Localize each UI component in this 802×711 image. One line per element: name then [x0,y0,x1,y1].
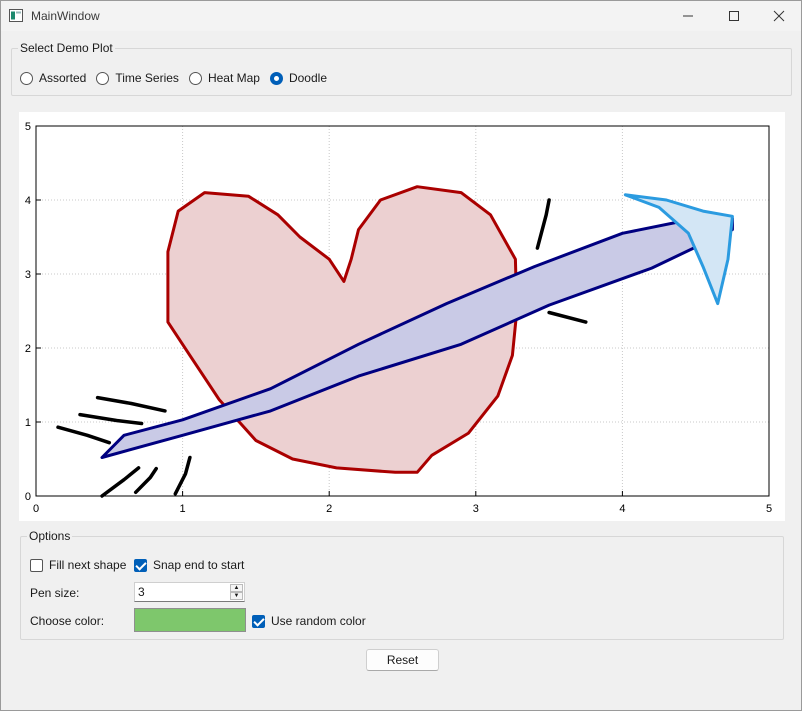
title-bar: MainWindow [1,1,801,31]
options-legend: Options [27,529,73,543]
fill-next-shape-label: Fill next shape [49,558,127,572]
feather-4-stroke [100,466,141,498]
y-tick-label: 3 [25,269,31,281]
minimize-icon [683,15,693,17]
demo-radio-row: Assorted Time Series Heat Map Doodle [20,71,337,85]
radio-doodle[interactable]: Doodle [269,71,327,85]
pen-size-value[interactable]: 3 [138,585,145,599]
app-icon [9,9,23,22]
color-picker-button[interactable] [134,608,246,632]
feather-5-stroke [133,466,158,495]
caret-down-icon: ▼ [233,593,240,599]
checkbox-box [252,614,265,628]
spin-up-button[interactable]: ▲ [230,584,243,592]
select-demo-group: Select Demo Plot Assorted Time Series He… [11,41,792,96]
plot-frame [35,125,770,497]
radio-circle [96,71,110,85]
random-color-checkbox[interactable]: Use random color [252,614,366,628]
y-tick-label: 1 [25,417,31,429]
plot-canvas[interactable]: 0 1 2 3 4 5 0 1 2 3 4 5 [19,112,785,521]
pen-size-spinbox[interactable]: 3 ▲ ▼ [134,582,245,602]
x-tick-label: 1 [180,503,186,515]
snap-end-checkbox[interactable]: Snap end to start [134,558,244,572]
feather-2-stroke [78,412,144,426]
select-demo-legend: Select Demo Plot [18,41,115,55]
maximize-icon [729,11,739,21]
maximize-button[interactable] [711,1,757,31]
radio-circle [20,71,33,85]
y-tick-label: 5 [25,121,31,133]
spark-2-stroke [547,310,588,324]
x-tick-label: 5 [766,503,772,515]
reset-button[interactable]: Reset [366,649,439,671]
checkbox-box [30,558,43,572]
radio-label: Assorted [39,71,87,85]
window-title: MainWindow [31,9,100,23]
radio-label: Time Series [115,71,179,85]
radio-label: Heat Map [207,71,260,85]
x-tick-label: 3 [473,503,479,515]
feather-3-stroke [95,395,167,413]
radio-label: Doodle [288,71,327,85]
y-tick-label: 2 [25,343,31,355]
doodle-plot[interactable]: 0 1 2 3 4 5 0 1 2 3 4 5 [19,112,785,521]
close-icon [773,10,785,22]
caret-up-icon: ▲ [233,585,240,591]
radio-assorted[interactable]: Assorted [20,71,86,85]
y-tick-label: 0 [25,491,31,503]
random-color-label: Use random color [271,614,366,628]
arrow-head-shape [623,193,734,306]
snap-end-label: Snap end to start [153,558,245,572]
minimize-button[interactable] [665,1,711,31]
y-tick-label: 4 [25,195,31,207]
options-group: Options [20,529,784,640]
close-button[interactable] [756,1,802,31]
choose-color-label: Choose color: [30,614,105,628]
checkbox-box [134,558,147,572]
x-tick-label: 4 [619,503,625,515]
radio-circle [269,71,283,85]
x-tick-label: 0 [33,503,39,515]
spin-buttons: ▲ ▼ [230,584,243,600]
x-tick-label: 2 [326,503,332,515]
spark-1-stroke [535,198,551,250]
fill-next-shape-checkbox[interactable]: Fill next shape [30,558,126,572]
pen-size-label: Pen size: [30,586,80,600]
radio-heat-map[interactable]: Heat Map [188,71,260,85]
feather-6-stroke [173,455,192,496]
radio-time-series[interactable]: Time Series [96,71,179,85]
feather-1-stroke [56,425,112,445]
spin-down-button[interactable]: ▼ [230,592,243,600]
radio-circle [188,71,202,85]
